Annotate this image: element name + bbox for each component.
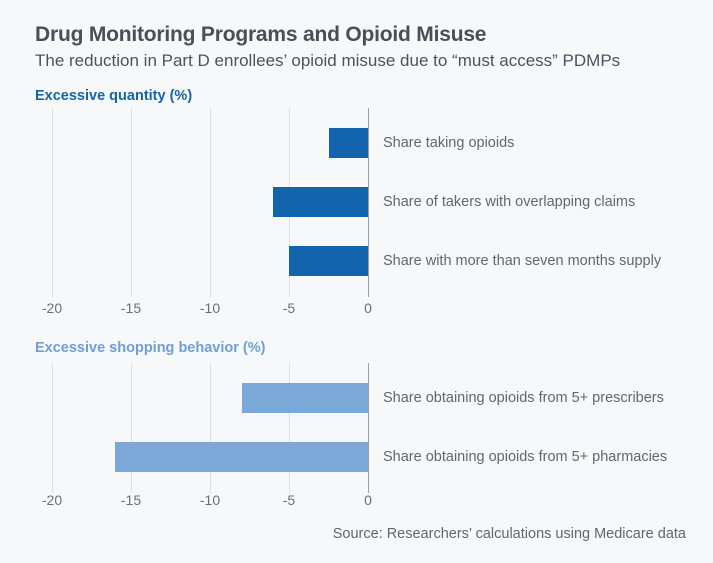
x-tick-label: -20 xyxy=(41,300,63,316)
gridline xyxy=(210,108,211,297)
x-tick-label: -5 xyxy=(282,492,296,508)
x-axis-excessive-quantity: -20 -15 -10 -5 0 xyxy=(42,300,372,318)
gridline xyxy=(289,363,290,493)
bar xyxy=(241,382,368,413)
bar xyxy=(289,246,368,277)
bar-category-label: Share obtaining opioids from 5+ prescrib… xyxy=(383,389,664,406)
bar-row: Share taking opioids xyxy=(52,113,514,172)
bar-category-label: Share with more than seven months supply xyxy=(383,253,662,270)
x-axis-excessive-shopping: -20 -15 -10 -5 0 xyxy=(42,492,372,510)
bar-category-label: Share taking opioids xyxy=(383,134,515,151)
bar-row: Share of takers with overlapping claims xyxy=(52,172,635,231)
x-tick-label: 0 xyxy=(364,492,372,508)
bar-category-label: Share of takers with overlapping claims xyxy=(383,193,636,210)
bar-group: Share taking opioids Share of takers with… xyxy=(52,108,661,291)
bar-group: Share obtaining opioids from 5+ prescrib… xyxy=(52,363,667,488)
chart-title: Drug Monitoring Programs and Opioid Misu… xyxy=(35,23,487,46)
bar-row: Share obtaining opioids from 5+ pharmaci… xyxy=(52,428,667,488)
x-tick-label: -10 xyxy=(199,492,221,508)
bar-chart-excessive-quantity: Share taking opioids Share of takers with… xyxy=(52,108,661,297)
x-tick-label: -5 xyxy=(282,300,296,316)
gridline xyxy=(131,363,132,493)
zero-axis-line xyxy=(368,108,369,297)
gridline xyxy=(52,108,53,297)
gridline xyxy=(131,108,132,297)
bar-chart-excessive-shopping: Share obtaining opioids from 5+ prescrib… xyxy=(52,363,667,493)
x-tick-label: 0 xyxy=(364,300,372,316)
chart-subtitle: The reduction in Part D enrollees’ opioi… xyxy=(35,51,621,70)
gridline xyxy=(210,363,211,493)
gridline xyxy=(52,363,53,493)
bar xyxy=(273,186,368,217)
section-label-excessive-shopping: Excessive shopping behavior (%) xyxy=(35,340,266,356)
section-label-excessive-quantity: Excessive quantity (%) xyxy=(35,88,193,104)
x-tick-label: -15 xyxy=(120,300,142,316)
bar-category-label: Share obtaining opioids from 5+ pharmaci… xyxy=(383,449,668,466)
bar-row: Share with more than seven months supply xyxy=(52,232,661,291)
source-note: Source: Researchers’ calculations using … xyxy=(332,526,686,542)
x-tick-label: -10 xyxy=(199,300,221,316)
x-tick-label: -15 xyxy=(120,492,142,508)
bar xyxy=(115,442,368,473)
bar xyxy=(328,127,368,158)
zero-axis-line xyxy=(368,363,369,493)
x-tick-label: -20 xyxy=(41,492,63,508)
bar-row: Share obtaining opioids from 5+ prescrib… xyxy=(52,368,664,428)
